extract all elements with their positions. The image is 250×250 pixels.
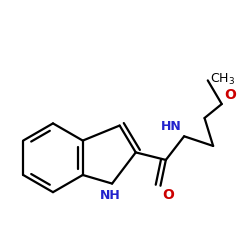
Text: CH$_3$: CH$_3$ [210, 72, 235, 87]
Text: HN: HN [161, 120, 182, 133]
Text: NH: NH [100, 189, 120, 202]
Text: O: O [224, 88, 236, 102]
Text: O: O [162, 188, 174, 202]
